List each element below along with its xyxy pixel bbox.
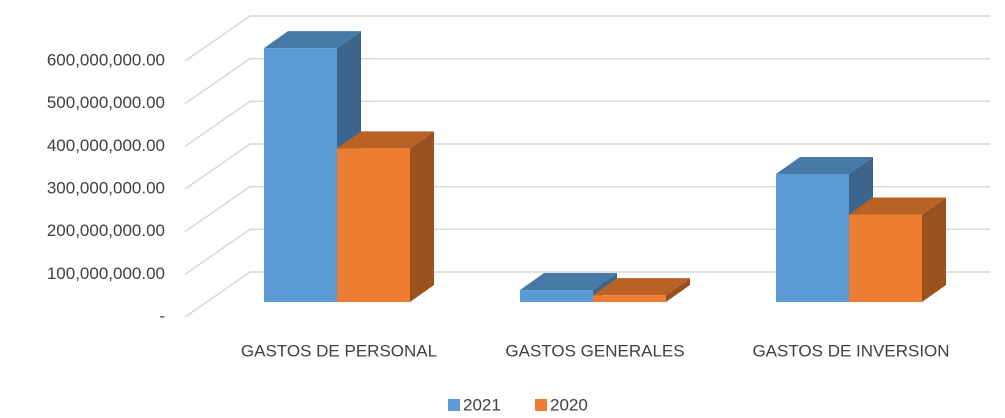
- x-tick-label: GASTOS DE PERSONAL: [241, 341, 437, 360]
- bar: [776, 174, 849, 302]
- bar: [849, 214, 922, 302]
- legend-swatch: [535, 399, 547, 411]
- y-tick-label: 200,000,000.00: [47, 221, 165, 240]
- bar-top: [337, 131, 434, 149]
- grid-line: [184, 185, 990, 233]
- bar: [593, 295, 666, 302]
- grid-line: [184, 271, 990, 318]
- bar-top: [849, 197, 946, 215]
- grid-line: [184, 228, 990, 275]
- grid-line: [184, 100, 990, 147]
- bar-top: [593, 278, 690, 296]
- x-tick-label: GASTOS DE INVERSION: [752, 341, 949, 360]
- bar: [264, 48, 337, 303]
- bar: [520, 290, 593, 302]
- legend-label: 2021: [463, 395, 501, 414]
- legend-label: 2020: [550, 395, 588, 414]
- bar-side: [922, 197, 946, 302]
- y-tick-label: 600,000,000.00: [47, 50, 165, 69]
- grid-line: [184, 143, 990, 190]
- y-tick-label: 300,000,000.00: [47, 178, 165, 197]
- bar: [337, 148, 410, 302]
- y-tick-label: 400,000,000.00: [47, 136, 165, 155]
- x-tick-label: GASTOS GENERALES: [505, 341, 684, 360]
- bar-top: [520, 273, 617, 291]
- bar-side: [666, 278, 690, 302]
- y-tick-label: 100,000,000.00: [47, 264, 165, 283]
- bar-side: [410, 131, 434, 302]
- grid-line: [184, 15, 990, 62]
- bar-top: [776, 157, 873, 174]
- y-tick-label: -: [159, 306, 165, 325]
- bar-top: [264, 31, 361, 49]
- y-tick-label: 500,000,000.00: [47, 93, 165, 112]
- legend-swatch: [448, 399, 460, 411]
- grid-line: [184, 57, 990, 105]
